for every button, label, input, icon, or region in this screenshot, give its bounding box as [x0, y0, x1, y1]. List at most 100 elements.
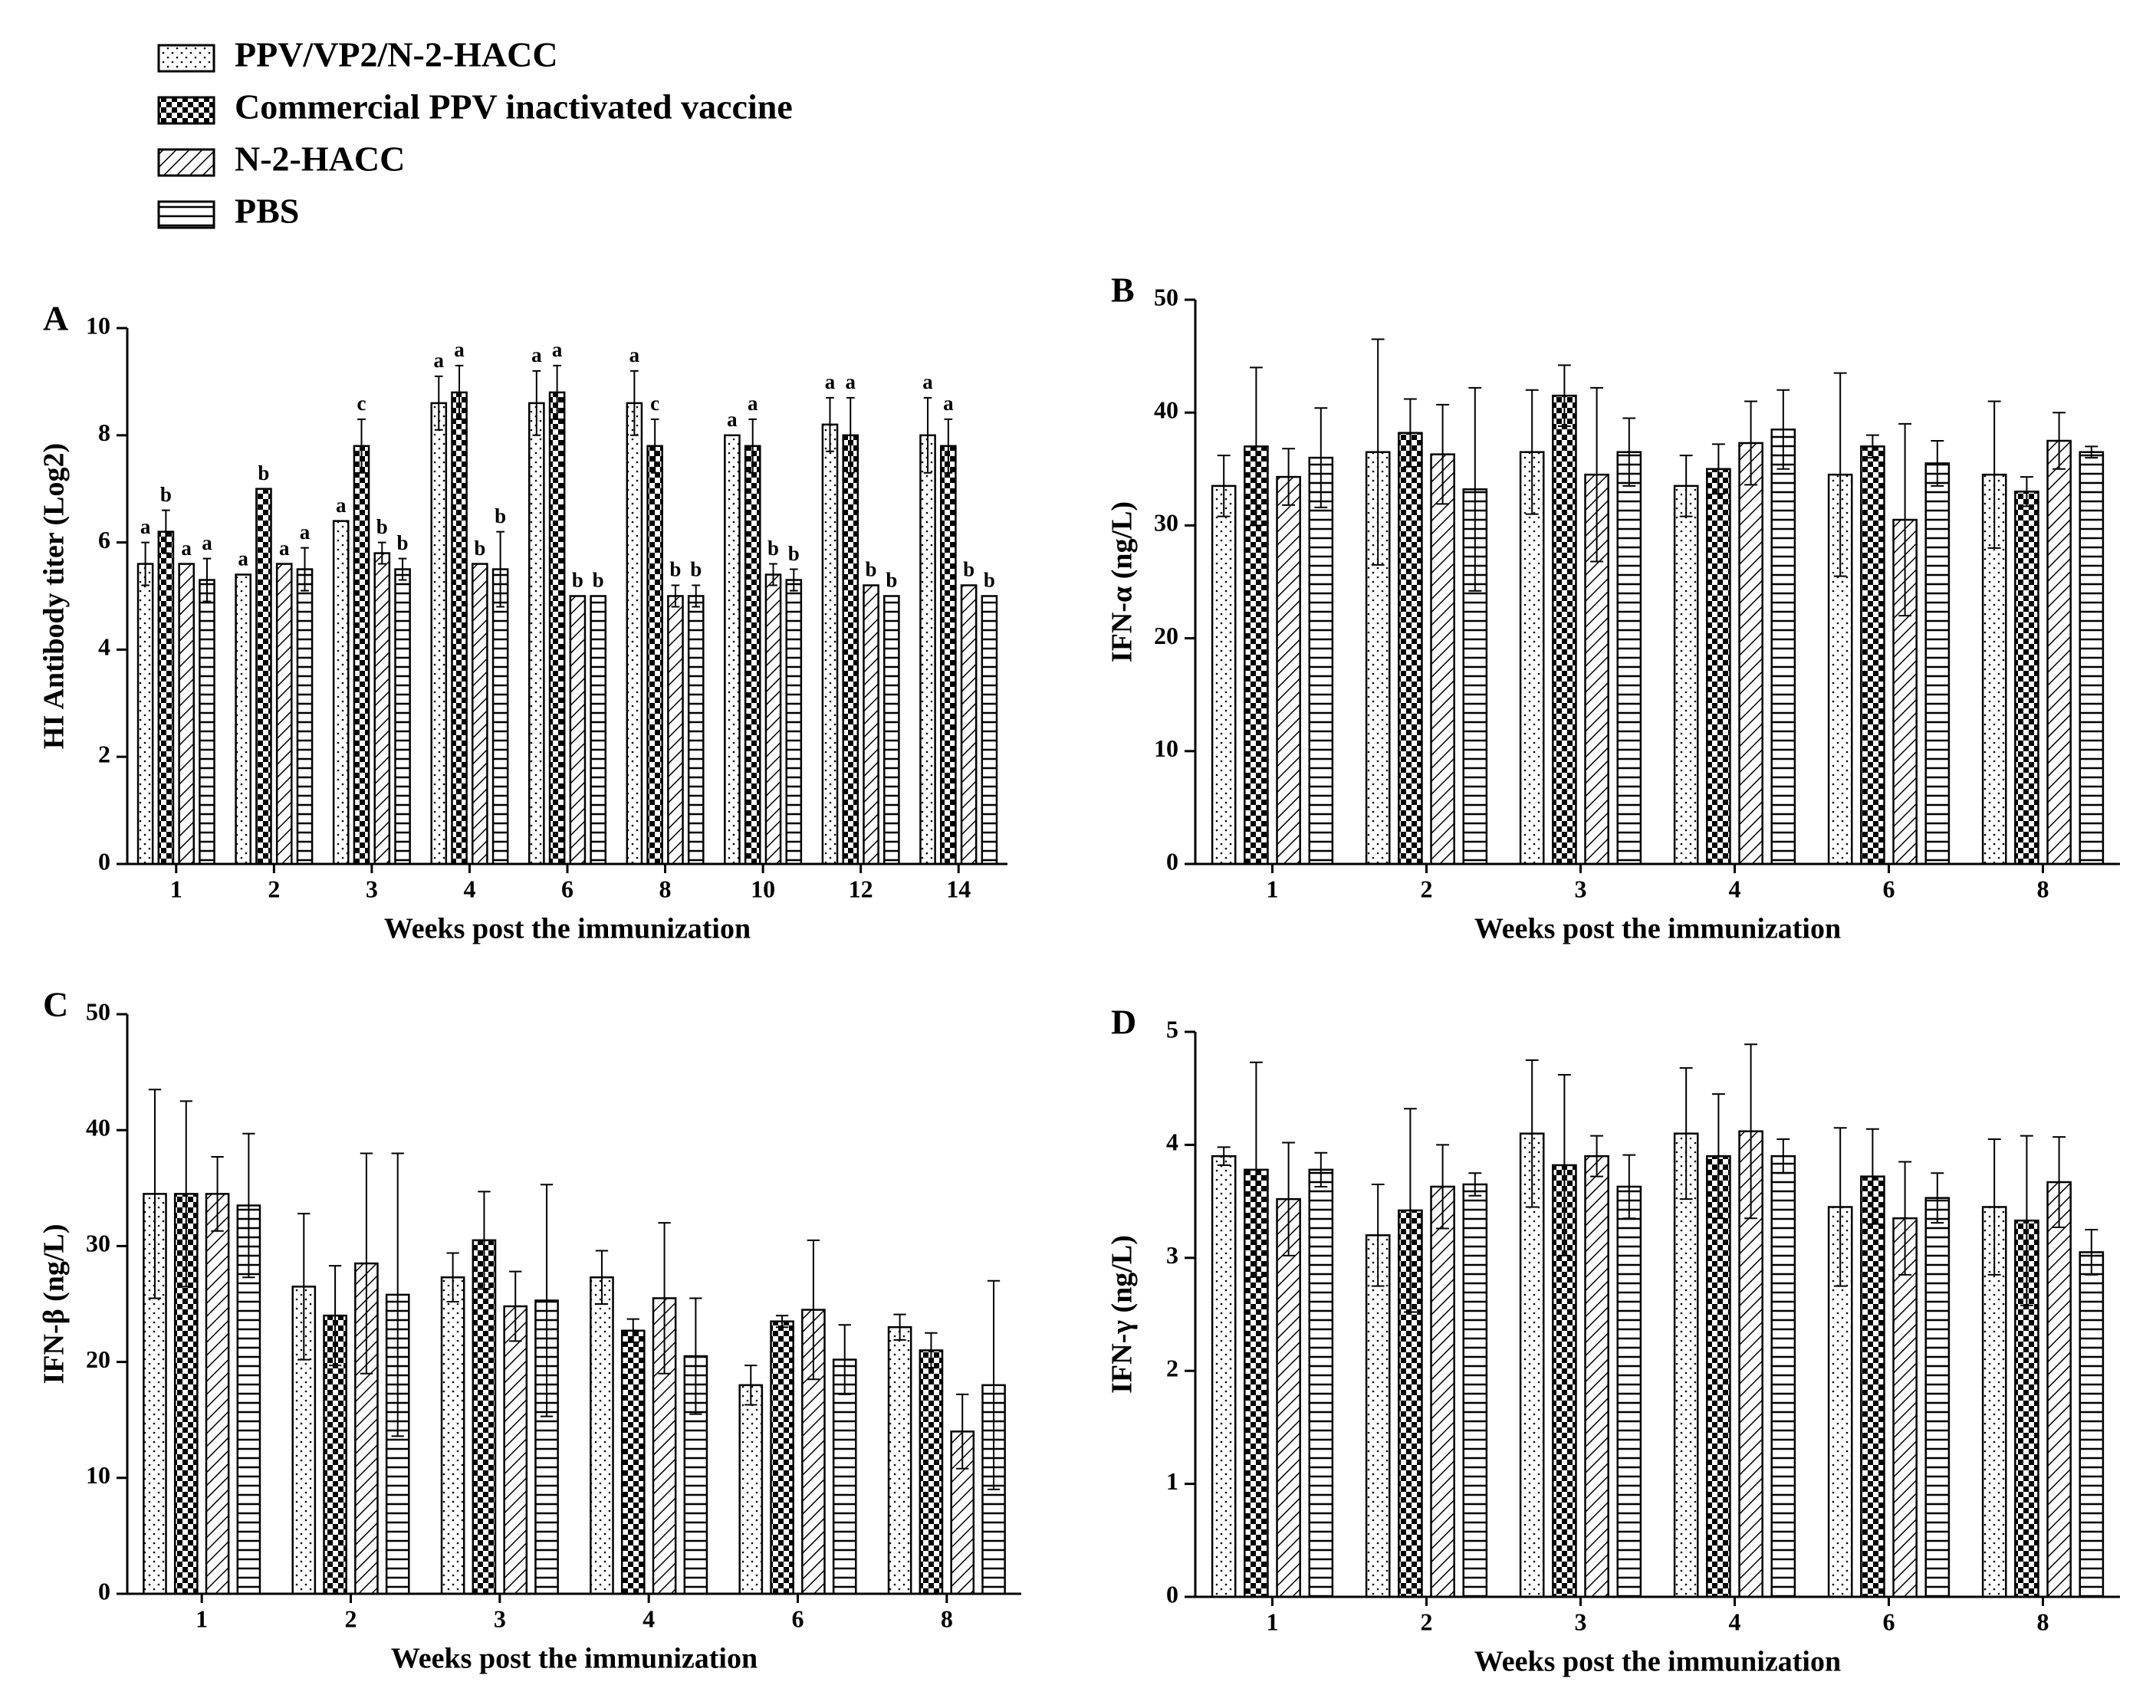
- bar: [503, 1305, 528, 1595]
- y-tick-label: 0: [98, 1577, 110, 1605]
- legend-swatch: [157, 148, 215, 177]
- error-bar: [2020, 476, 2033, 507]
- panel-label: B: [1111, 271, 1135, 310]
- error-bar: [1249, 366, 1263, 527]
- error-bar: [496, 530, 504, 608]
- bar: [626, 402, 643, 865]
- y-tick-label: 4: [98, 633, 110, 661]
- significance-letter: a: [531, 343, 542, 366]
- x-tick-label: 8: [941, 1605, 953, 1632]
- error-bar: [1987, 1138, 2001, 1276]
- y-tick-label: 50: [86, 997, 110, 1025]
- error-bar: [446, 1252, 459, 1302]
- error-bar: [1744, 1043, 1758, 1220]
- significance-letter: b: [258, 461, 269, 484]
- error-bar: [1403, 398, 1417, 468]
- bar: [1244, 445, 1269, 865]
- bar: [821, 423, 839, 865]
- y-tick-label: 0: [1166, 847, 1178, 875]
- y-axis-label: IFN-α (ng/L): [1106, 501, 1139, 662]
- significance-letter: b: [160, 483, 172, 506]
- bar: [1770, 1155, 1796, 1598]
- error-bar: [789, 568, 798, 592]
- error-bar: [1931, 1172, 1944, 1224]
- significance-letter: b: [397, 531, 409, 554]
- x-tick-label: 3: [366, 875, 378, 902]
- bar: [373, 552, 391, 865]
- x-tick-label: 1: [1267, 875, 1279, 902]
- error-bar: [1436, 403, 1450, 505]
- error-bar: [211, 1155, 224, 1232]
- error-bar: [357, 418, 366, 474]
- bar: [1276, 475, 1301, 865]
- bar: [1552, 394, 1577, 865]
- error-bar: [1711, 1093, 1725, 1220]
- bar: [205, 1193, 230, 1595]
- legend-label: N-2-HACC: [235, 140, 405, 179]
- bar: [832, 1358, 857, 1595]
- y-tick-label: 10: [1154, 734, 1178, 762]
- x-tick-label: 4: [643, 1605, 655, 1632]
- x-axis-label: Weeks post the immunization: [384, 913, 751, 945]
- error-bar: [540, 1184, 554, 1417]
- x-axis-label: Weeks post the immunization: [1474, 913, 1841, 945]
- error-bar: [553, 364, 561, 420]
- error-bar: [148, 1089, 162, 1299]
- error-bar: [1622, 417, 1636, 487]
- y-tick-label: 8: [98, 419, 110, 446]
- error-bar: [826, 396, 834, 452]
- significance-letter: c: [357, 392, 366, 415]
- error-bar: [838, 1324, 851, 1395]
- error-bar: [1436, 1144, 1450, 1230]
- bar: [157, 530, 175, 865]
- bar: [1308, 456, 1334, 865]
- error-bar: [1282, 448, 1296, 506]
- error-bar: [162, 509, 170, 554]
- significance-letter: b: [572, 569, 583, 592]
- bar: [1211, 1155, 1237, 1598]
- bar: [646, 445, 663, 865]
- y-tick-label: 1: [1166, 1467, 1178, 1495]
- bar: [887, 1325, 912, 1595]
- significance-letter: b: [963, 558, 974, 581]
- bar: [590, 1276, 614, 1595]
- x-tick-label: 8: [2037, 1608, 2049, 1635]
- bar: [2079, 1251, 2105, 1598]
- bar: [2079, 451, 2105, 865]
- significance-letter: b: [593, 569, 604, 592]
- significance-letter: c: [650, 392, 659, 415]
- y-tick-label: 2: [1166, 1355, 1178, 1382]
- x-tick-label: 2: [1421, 1608, 1433, 1635]
- x-tick-label: 1: [170, 875, 182, 902]
- x-tick-label: 1: [196, 1605, 208, 1632]
- bar: [136, 563, 154, 865]
- bar: [1738, 442, 1763, 865]
- x-tick-label: 6: [561, 875, 574, 902]
- y-axis-label: IFN-β (ng/L): [38, 1224, 71, 1384]
- bar: [548, 391, 566, 865]
- y-tick-label: 2: [98, 741, 110, 768]
- error-bar: [658, 1222, 671, 1375]
- significance-letter: a: [434, 349, 445, 372]
- bar: [863, 584, 879, 865]
- error-bar: [1282, 1141, 1296, 1256]
- panel-label: C: [43, 985, 68, 1024]
- error-bar: [595, 1250, 609, 1305]
- error-bar: [630, 370, 639, 436]
- bar: [394, 568, 411, 865]
- error-bar: [1403, 1108, 1417, 1313]
- bar: [620, 1329, 646, 1595]
- bar: [1308, 1168, 1334, 1598]
- bar: [770, 1320, 794, 1595]
- x-tick-label: 6: [792, 1605, 804, 1632]
- bar: [667, 595, 684, 865]
- error-bar: [626, 1318, 639, 1343]
- error-bar: [1371, 1183, 1385, 1287]
- bar: [764, 573, 782, 865]
- bar: [199, 579, 215, 865]
- y-tick-label: 0: [1166, 1580, 1178, 1608]
- y-axis-label: IFN-γ (ng/L): [1106, 1235, 1139, 1394]
- x-tick-label: 8: [2037, 875, 2049, 902]
- error-bar: [398, 557, 407, 581]
- x-tick-label: 4: [1729, 875, 1741, 902]
